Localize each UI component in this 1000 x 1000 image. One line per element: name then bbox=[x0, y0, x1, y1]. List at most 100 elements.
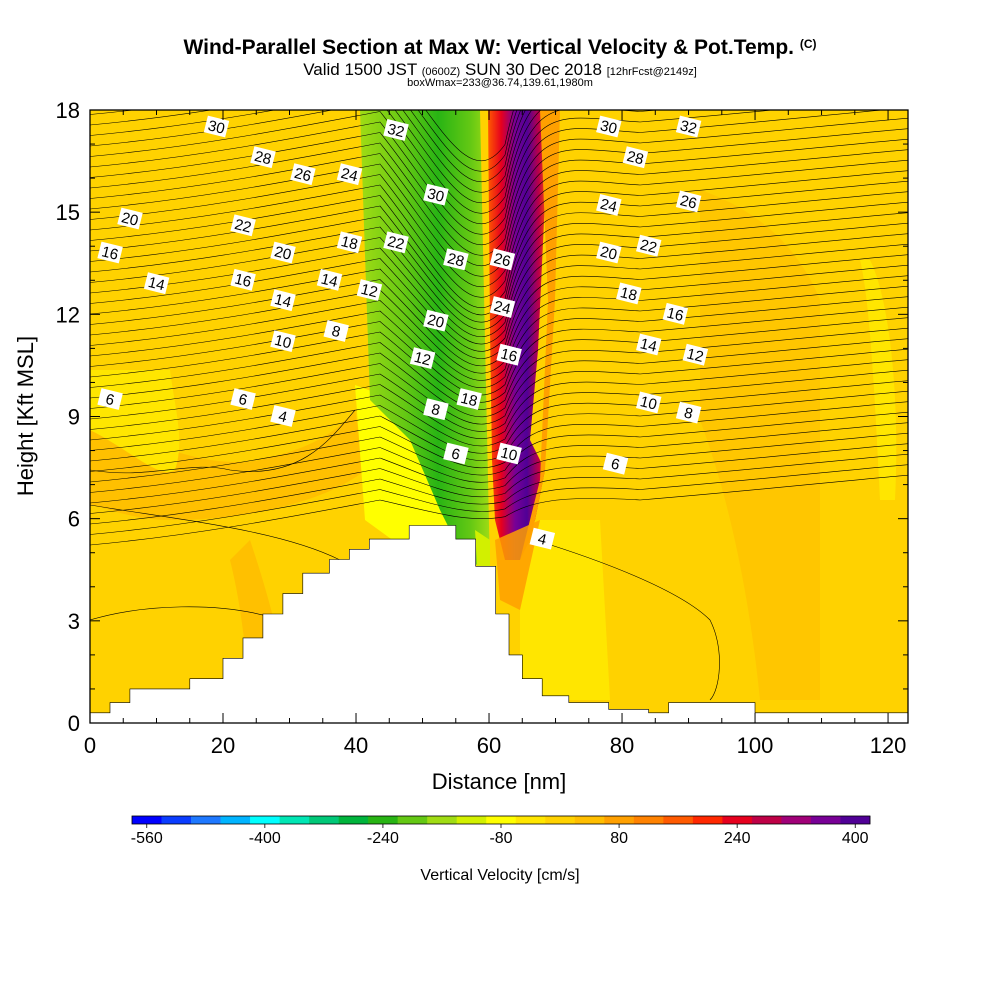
field-zone-weak-down bbox=[860, 260, 897, 500]
contour-label-bg bbox=[356, 279, 383, 301]
y-axis: 0 3 6 9 12 15 18 bbox=[56, 98, 908, 736]
contour-label-text: 14 bbox=[319, 271, 339, 292]
contour-label-bg bbox=[423, 398, 449, 421]
colorbar-swatch bbox=[574, 816, 605, 824]
contour-label-bg bbox=[635, 333, 662, 356]
contour-label-text: 32 bbox=[386, 121, 406, 142]
contour-label: 8 bbox=[423, 398, 449, 421]
colorbar-swatch bbox=[456, 816, 487, 824]
contour-label: 8 bbox=[323, 320, 349, 342]
field-zone-weak-up-3 bbox=[700, 190, 820, 700]
contour-label: 18 bbox=[456, 388, 482, 410]
colorbar-swatch bbox=[692, 816, 723, 824]
contour-label-text: 16 bbox=[665, 305, 685, 326]
contour-label-text: 6 bbox=[609, 455, 621, 474]
colorbar-swatch bbox=[663, 816, 694, 824]
contour-label-bg bbox=[596, 115, 622, 138]
colorbar-swatch bbox=[486, 816, 517, 824]
y-tick-label: 0 bbox=[68, 711, 80, 736]
contour-label-bg bbox=[316, 268, 343, 291]
contour-label-bg bbox=[443, 248, 469, 271]
y-tick-label: 9 bbox=[68, 405, 80, 430]
contour-label-bg bbox=[336, 163, 363, 186]
colorbar-swatch bbox=[604, 816, 635, 824]
contour-label-text: 26 bbox=[293, 165, 313, 186]
contour-label-text: 30 bbox=[426, 185, 446, 206]
theta-contour-line bbox=[90, 401, 908, 472]
contour-label-bg bbox=[602, 452, 629, 475]
field-zone-weak-up bbox=[90, 410, 365, 520]
theta-contour-line bbox=[90, 170, 908, 308]
theta-contour-line bbox=[90, 432, 908, 504]
contour-label-text: 22 bbox=[233, 216, 253, 237]
contour-label-text: 26 bbox=[492, 250, 512, 271]
x-axis-label: Distance [nm] bbox=[432, 769, 567, 794]
contour-label: 20 bbox=[117, 207, 143, 230]
contour-label-text: 28 bbox=[446, 250, 466, 271]
contour-label-bg bbox=[675, 190, 702, 213]
contour-label-text: 10 bbox=[273, 332, 293, 353]
contour-label: 24 bbox=[596, 194, 622, 216]
contour-label-text: 12 bbox=[412, 349, 432, 370]
colorbar-tick-label: 80 bbox=[610, 830, 628, 847]
contour-label-text: 16 bbox=[100, 243, 120, 264]
contour-label: 20 bbox=[596, 241, 622, 264]
colorbar-tick-label: -400 bbox=[249, 830, 281, 847]
contour-label-bg bbox=[270, 405, 296, 427]
theta-contour-line bbox=[90, 369, 908, 447]
theta-contour-line bbox=[534, 539, 720, 701]
colorbar-swatch bbox=[338, 816, 369, 824]
theta-contour-line bbox=[90, 110, 886, 246]
contour-label-text: 10 bbox=[638, 393, 658, 414]
contour-label-text: 12 bbox=[685, 345, 705, 366]
valid-time: Valid 1500 JST bbox=[303, 60, 417, 79]
contour-label: 22 bbox=[383, 231, 409, 254]
contour-label-bg bbox=[336, 231, 363, 254]
theta-contour-line bbox=[90, 110, 542, 214]
contour-label: 12 bbox=[682, 343, 709, 366]
theta-contour-line bbox=[417, 110, 518, 172]
contour-label: 26 bbox=[290, 163, 316, 186]
contour-label: 22 bbox=[635, 234, 662, 257]
contour-label-text: 24 bbox=[492, 298, 512, 319]
contour-label-bg bbox=[409, 347, 436, 370]
contour-label: 30 bbox=[596, 115, 622, 138]
contour-label: 28 bbox=[622, 146, 649, 168]
colorbar-tick-label: -80 bbox=[489, 830, 512, 847]
colorbar-swatch bbox=[191, 816, 221, 824]
contour-label-bg bbox=[443, 442, 469, 465]
x-tick-label: 80 bbox=[610, 733, 634, 758]
contour-label: 16 bbox=[496, 343, 522, 366]
theta-contour-line bbox=[90, 359, 908, 439]
contour-label-bg bbox=[383, 231, 409, 254]
contour-label: 26 bbox=[675, 190, 702, 213]
contour-label-text: 12 bbox=[359, 281, 379, 302]
x-tick-label: 60 bbox=[477, 733, 501, 758]
theta-contour-line bbox=[90, 327, 908, 418]
contour-label: 8 bbox=[675, 401, 702, 424]
contour-label-bg bbox=[97, 241, 123, 264]
contour-label-text: 28 bbox=[253, 148, 273, 169]
colorbar-swatch bbox=[515, 816, 546, 824]
contour-label: 12 bbox=[356, 279, 383, 302]
contour-label-text: 22 bbox=[638, 236, 658, 257]
theta-contour-line bbox=[90, 409, 356, 474]
colorbar-tick-label: 400 bbox=[842, 830, 869, 847]
y-tick-label: 12 bbox=[56, 302, 80, 327]
contour-label-bg bbox=[662, 302, 689, 325]
x-tick-label: 0 bbox=[84, 733, 96, 758]
valid-time-utc: (0600Z) bbox=[421, 66, 461, 78]
contour-label-bg bbox=[270, 330, 296, 353]
y-axis-label: Height [Kft MSL] bbox=[13, 336, 38, 496]
contour-label: 16 bbox=[662, 302, 689, 326]
theta-contour-line bbox=[90, 128, 908, 267]
contour-label-bg bbox=[596, 194, 622, 216]
contour-label-text: 10 bbox=[499, 444, 519, 465]
theta-contour-line bbox=[90, 222, 908, 345]
contour-label-text: 14 bbox=[638, 335, 658, 356]
contour-label: 14 bbox=[270, 289, 296, 311]
colorbar-swatch bbox=[751, 816, 782, 824]
colorbar-swatch bbox=[132, 816, 162, 824]
colorbar-swatch bbox=[309, 816, 339, 824]
theta-contour-line bbox=[90, 149, 908, 288]
